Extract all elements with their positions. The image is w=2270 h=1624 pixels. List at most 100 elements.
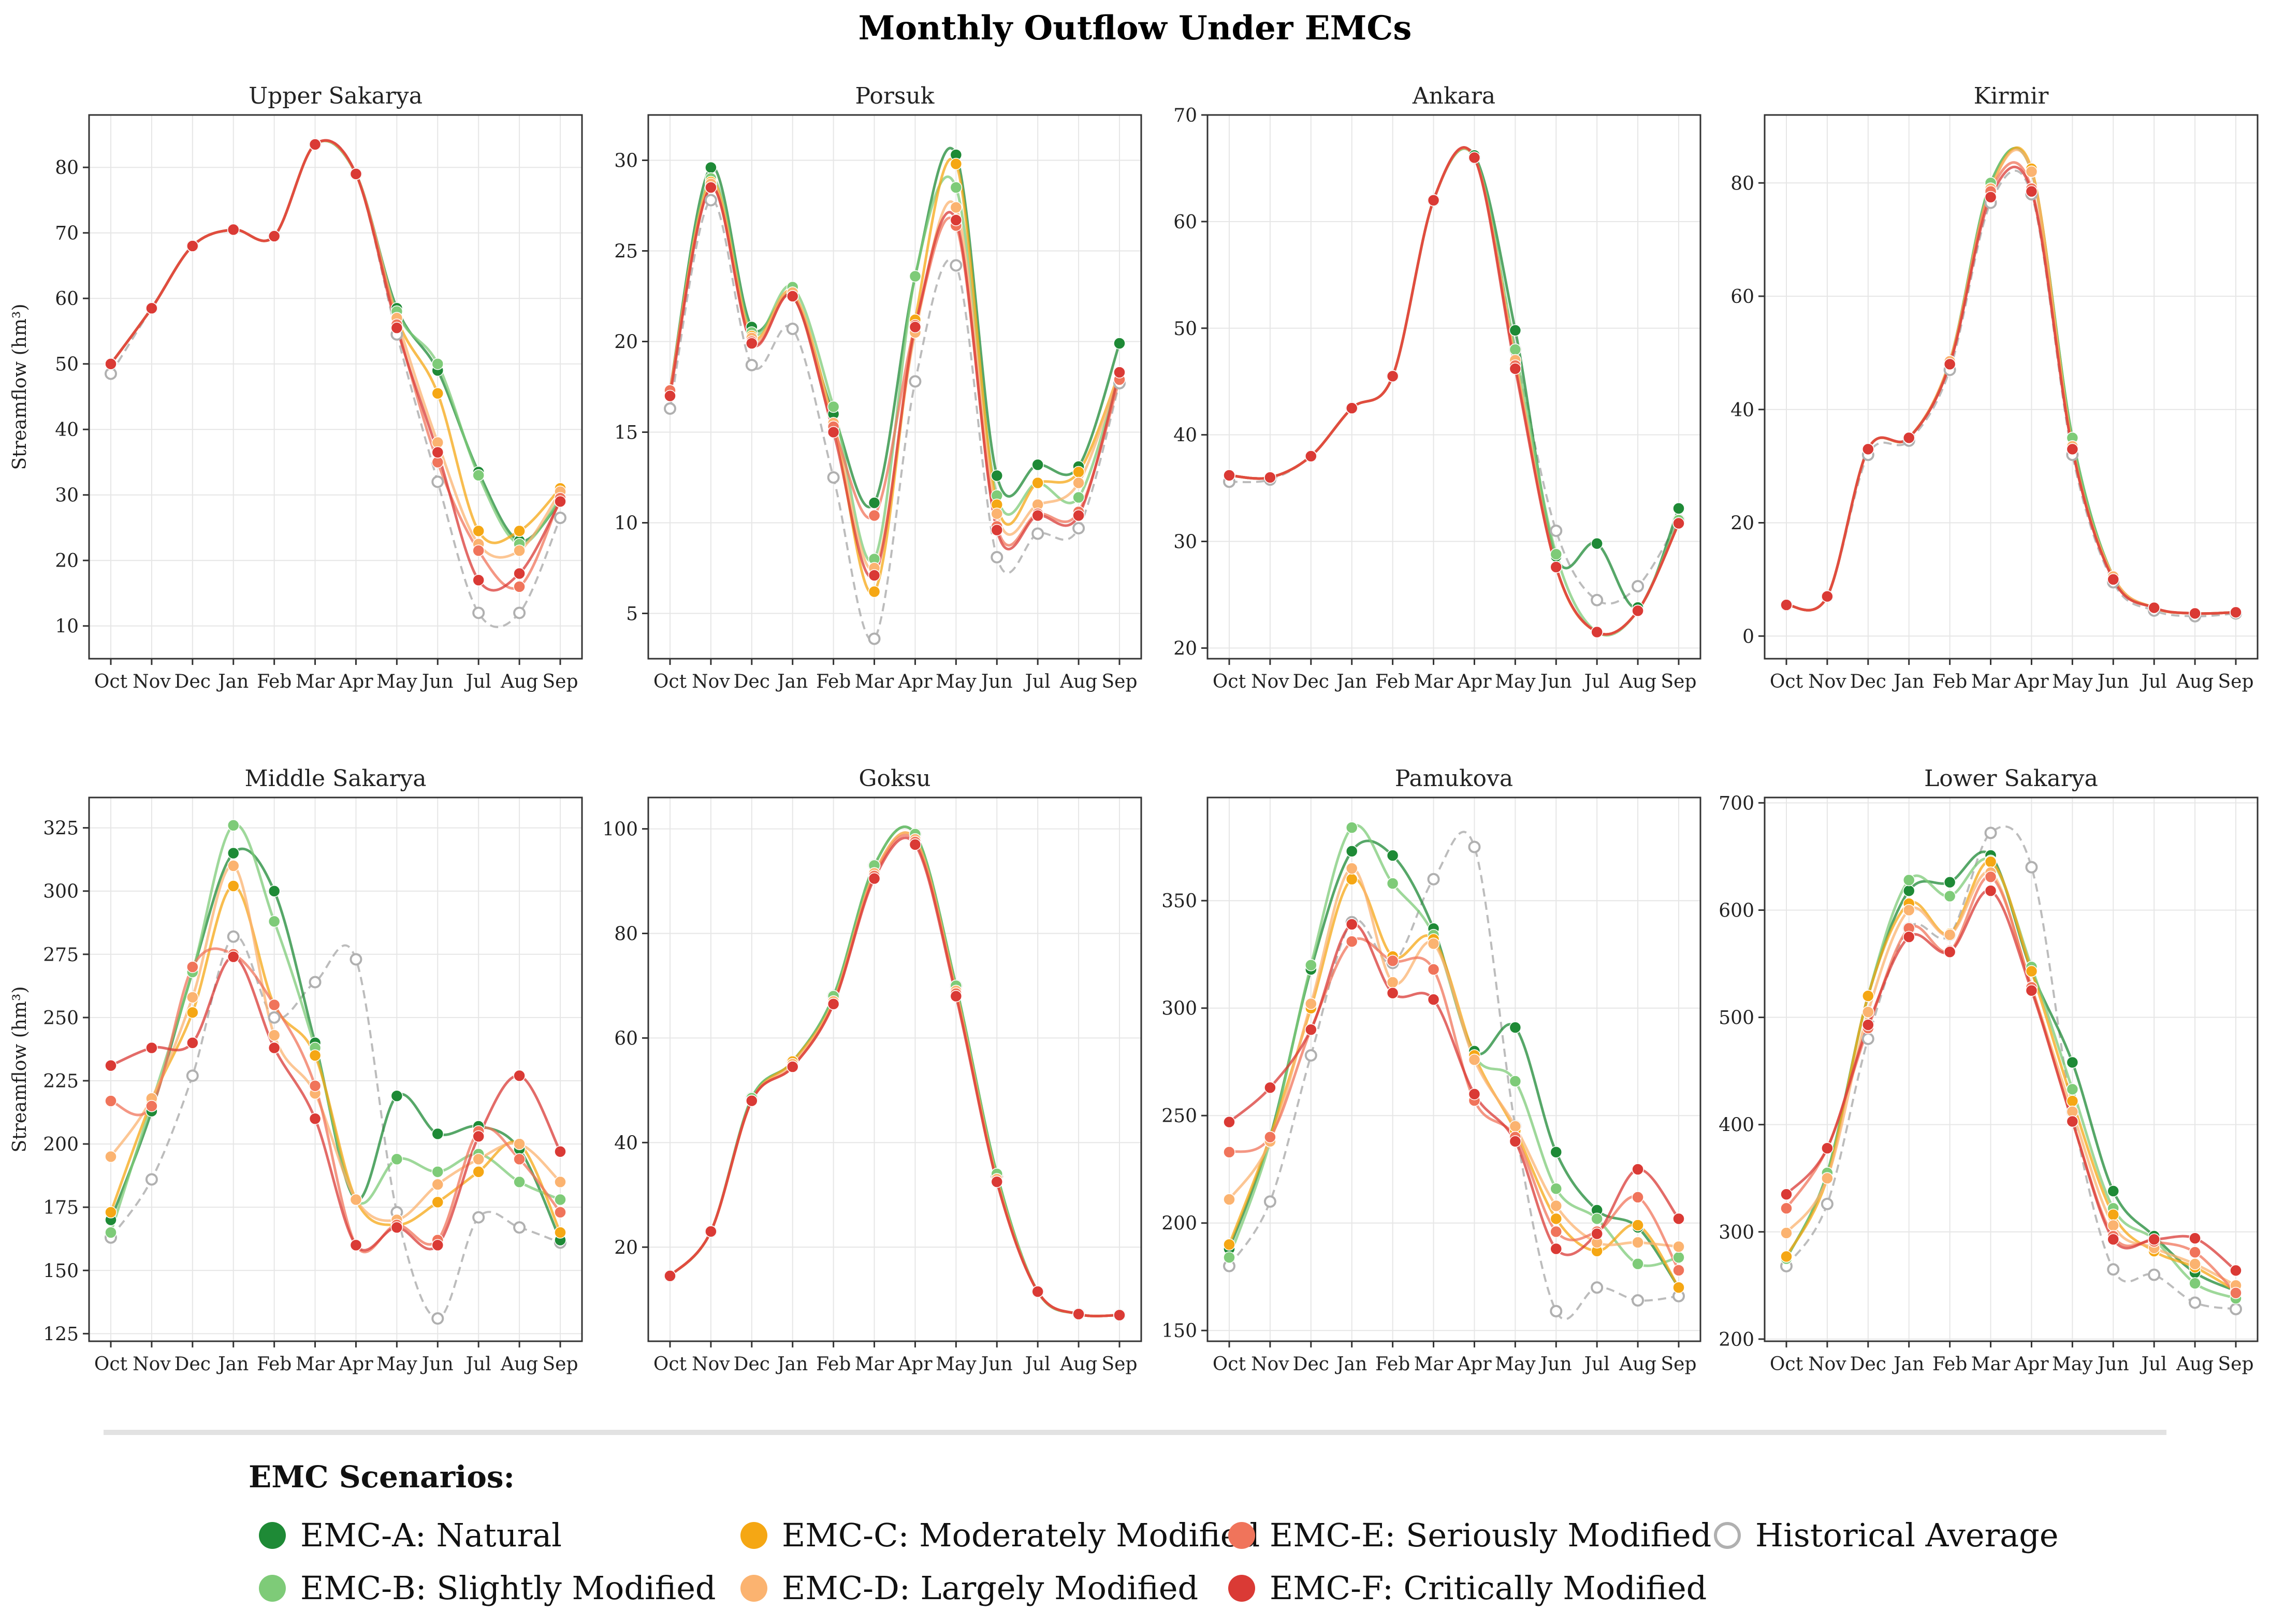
data-point-historical-average (268, 1011, 281, 1024)
y-tick-label: 225 (43, 1071, 79, 1092)
data-point-emc-f-critically-modified (2025, 984, 2038, 997)
data-point-emc-b-slightly-modified (2066, 1083, 2079, 1096)
data-point-emc-f-critically-modified (1862, 443, 1874, 456)
x-tick-label: Jun (2096, 671, 2129, 692)
data-point-emc-c-moderately-modified (227, 880, 240, 892)
x-tick-label: Sep (2218, 1354, 2253, 1375)
data-point-historical-average (827, 471, 840, 484)
data-point-emc-f-critically-modified (827, 426, 840, 439)
data-point-emc-c-moderately-modified (105, 1206, 117, 1219)
data-point-emc-e-seriously-modified (268, 998, 281, 1011)
data-point-emc-a-natural (1509, 1021, 1522, 1034)
legend-item-emc-d: EMC-D: Largely Modified (740, 1569, 1198, 1607)
figure-title: Monthly Outflow Under EMCs (858, 9, 1412, 48)
data-point-emc-d-largely-modified (1943, 929, 1956, 941)
data-point-emc-f-critically-modified (1113, 1309, 1126, 1322)
data-point-emc-a-natural (1591, 537, 1603, 550)
x-tick-label: Aug (2176, 1354, 2214, 1375)
data-point-emc-f-critically-modified (1509, 1135, 1522, 1148)
data-point-emc-a-natural (268, 885, 281, 897)
data-point-emc-b-slightly-modified (950, 181, 963, 194)
data-point-emc-d-largely-modified (1223, 1193, 1235, 1206)
plot-frame (1764, 796, 2259, 1342)
panel-title: Middle Sakarya (245, 765, 427, 792)
data-point-emc-c-moderately-modified (1984, 856, 1997, 868)
x-tick-label: Oct (653, 1354, 687, 1375)
data-point-emc-e-seriously-modified (868, 509, 881, 522)
data-point-emc-f-critically-modified (1902, 931, 1915, 943)
plot-frame (1764, 114, 2259, 660)
x-tick-label: Apr (2014, 671, 2049, 692)
data-point-emc-e-seriously-modified (1223, 1146, 1235, 1158)
x-tick-label: Sep (1101, 1354, 1137, 1375)
data-point-emc-d-largely-modified (1427, 937, 1440, 950)
data-point-emc-f-critically-modified (2230, 1264, 2242, 1277)
x-tick-label: Jul (2140, 671, 2167, 692)
legend-label-historical: Historical Average (1755, 1516, 2059, 1554)
series-line-emc-c-moderately-modified (1229, 147, 1680, 636)
x-tick-label: Dec (1293, 1354, 1329, 1375)
y-tick-label: 5 (626, 604, 638, 625)
data-point-emc-d-largely-modified (1632, 1236, 1644, 1249)
y-tick-label: 275 (43, 945, 79, 966)
data-point-emc-f-critically-modified (1345, 402, 1358, 414)
data-point-historical-average (786, 323, 799, 335)
data-point-emc-f-critically-modified (472, 1130, 485, 1143)
x-tick-label: Aug (500, 671, 538, 692)
data-point-emc-f-critically-modified (431, 1239, 444, 1252)
data-point-emc-f-critically-modified (227, 223, 240, 236)
series-line-historical-average (1786, 169, 2236, 618)
data-point-emc-c-moderately-modified (554, 1226, 566, 1239)
data-point-emc-f-critically-modified (431, 446, 444, 459)
y-tick-label: 30 (55, 485, 79, 506)
data-point-emc-b-slightly-modified (431, 357, 444, 370)
data-point-historical-average (1591, 593, 1604, 606)
series-line-historical-average (1785, 825, 2236, 1310)
x-tick-label: Mar (296, 1354, 335, 1375)
data-point-emc-f-critically-modified (1305, 450, 1317, 462)
series-line-emc-f-critically-modified (1786, 165, 2236, 615)
data-point-emc-f-critically-modified (105, 1059, 117, 1072)
data-point-emc-f-critically-modified (1821, 590, 1834, 603)
data-point-emc-f-critically-modified (786, 290, 799, 302)
data-point-emc-f-critically-modified (2025, 185, 2038, 198)
data-point-emc-b-slightly-modified (390, 1153, 403, 1166)
panel-title: Pamukova (1395, 765, 1513, 792)
data-point-historical-average (704, 194, 717, 207)
data-point-emc-f-critically-modified (513, 1069, 526, 1082)
series-line-emc-c-moderately-modified (109, 139, 561, 544)
data-point-emc-f-critically-modified (2066, 443, 2079, 456)
x-tick-label: Jan (1334, 1354, 1367, 1375)
legend-marker-emc-a (259, 1521, 286, 1549)
data-point-emc-f-critically-modified (186, 1036, 199, 1049)
data-point-emc-e-seriously-modified (1550, 1225, 1563, 1238)
x-tick-label: Feb (1375, 671, 1410, 692)
y-tick-label: 125 (43, 1324, 79, 1345)
x-tick-label: Sep (1101, 671, 1137, 692)
data-point-emc-e-seriously-modified (309, 1079, 322, 1092)
series-line-emc-c-moderately-modified (669, 831, 1120, 1317)
y-tick-label: 350 (1161, 891, 1197, 912)
x-tick-label: Oct (94, 671, 128, 692)
x-tick-label: Jun (979, 671, 1013, 692)
data-point-emc-f-critically-modified (746, 1094, 758, 1107)
data-point-emc-e-seriously-modified (1427, 963, 1440, 976)
data-point-emc-f-critically-modified (2148, 1233, 2160, 1246)
x-tick-label: Nov (1251, 671, 1289, 692)
y-tick-label: 40 (1730, 400, 1754, 421)
x-tick-label: Dec (1850, 1354, 1886, 1375)
legend-item-emc-f: EMC-F: Critically Modified (1228, 1569, 1707, 1607)
series-line-emc-f-critically-modified (1229, 146, 1680, 636)
x-tick-label: May (2052, 671, 2093, 692)
data-point-emc-c-moderately-modified (2025, 965, 2038, 978)
series-line-emc-d-largely-modified (668, 182, 1121, 571)
y-tick-label: 50 (55, 354, 79, 375)
y-tick-label: 50 (1173, 318, 1197, 340)
data-point-emc-f-critically-modified (991, 524, 1003, 536)
data-point-emc-a-natural (227, 847, 240, 860)
data-point-emc-b-slightly-modified (1509, 1075, 1522, 1088)
data-point-emc-d-largely-modified (513, 544, 526, 557)
x-tick-label: Sep (2218, 671, 2253, 692)
data-point-emc-d-largely-modified (1509, 1120, 1522, 1133)
data-point-emc-f-critically-modified (2189, 1232, 2201, 1244)
